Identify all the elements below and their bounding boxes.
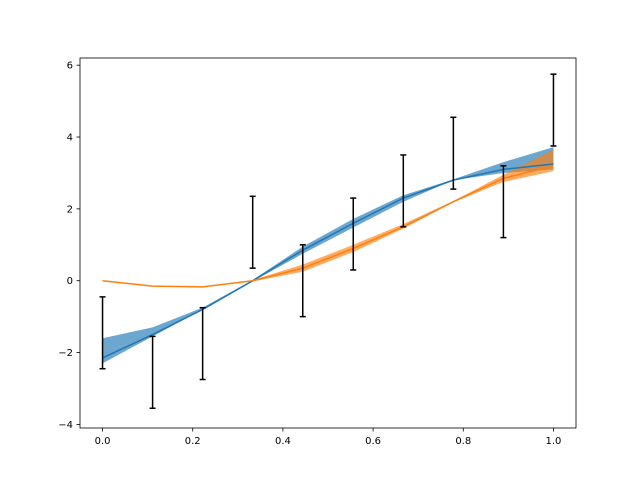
y-tick-label: 0 [67, 276, 73, 287]
y-tick-label: 2 [67, 204, 73, 215]
x-tick-label: 0.6 [365, 436, 381, 447]
y-axis-ticks: −4 −2 0 2 4 6 [58, 61, 80, 431]
y-tick-label: −4 [58, 420, 73, 431]
x-tick-label: 0.4 [275, 436, 291, 447]
x-tick-label: 0.8 [455, 436, 471, 447]
plot-frame [79, 57, 577, 429]
series-1-band [102, 149, 554, 287]
y-tick-label: 4 [67, 133, 73, 144]
series-0-line [102, 163, 554, 359]
x-tick-label: 0.2 [185, 436, 201, 447]
x-tick-label: 1.0 [546, 436, 562, 447]
series-lines [102, 163, 554, 359]
y-tick-label: 6 [67, 61, 73, 72]
error-bars [99, 73, 557, 409]
x-axis-ticks: 0.0 0.2 0.4 0.6 0.8 1.0 [95, 428, 562, 447]
series-1-line [102, 165, 554, 288]
x-tick-label: 0.0 [95, 436, 111, 447]
y-tick-label: −2 [58, 348, 73, 359]
